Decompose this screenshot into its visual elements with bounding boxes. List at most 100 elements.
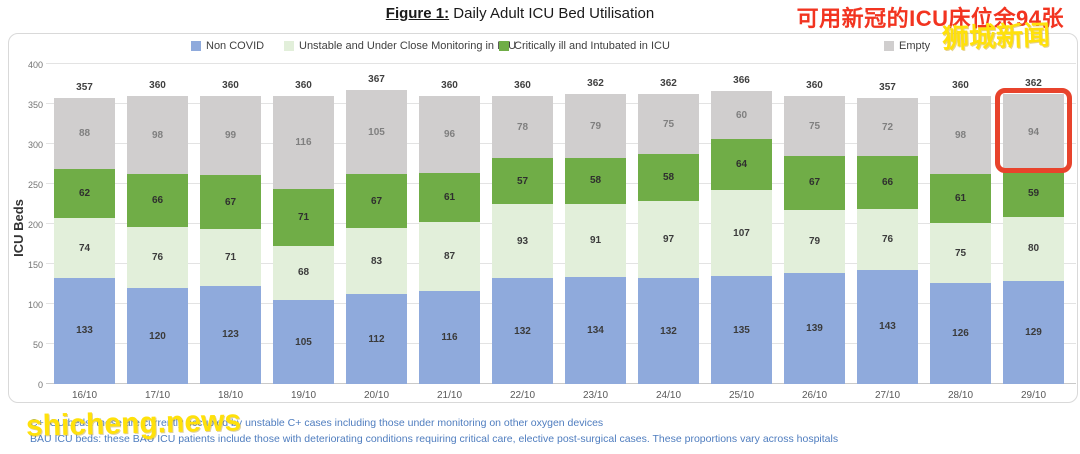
bar-segment-unstable-and-under-close-monitoring-in-icu: 97	[638, 200, 699, 279]
bar-segment-critically-ill-and-intubated-in-icu: 67	[346, 174, 407, 229]
bar-segment-unstable-and-under-close-monitoring-in-icu: 83	[346, 228, 407, 295]
bar-stack: 133 74 62 88 357	[54, 82, 115, 384]
bar-segment-critically-ill-and-intubated-in-icu: 64	[711, 139, 772, 191]
bar-stack: 105 68 71 116 360	[273, 80, 334, 384]
bar-total-label: 360	[222, 80, 239, 92]
bar-22-10: 132 93 57 78 360 22/10	[492, 64, 553, 401]
bar-segment-empty: 88	[54, 98, 115, 169]
bar-20-10: 112 83 67 105 367 20/10	[346, 64, 407, 401]
x-axis-label-21-10: 21/10	[436, 390, 463, 401]
bar-segment-unstable-and-under-close-monitoring-in-icu: 76	[857, 208, 918, 270]
legend-label: Critically ill and Intubated in ICU	[514, 40, 670, 52]
x-axis-label-16-10: 16/10	[71, 390, 98, 401]
legend-swatch-icon	[191, 41, 201, 51]
bar-segment-empty: 94	[995, 88, 1072, 173]
gridline-50	[46, 343, 1076, 344]
x-axis-label-24-10: 24/10	[655, 390, 682, 401]
bar-total-label: 360	[295, 80, 312, 92]
bar-segment-unstable-and-under-close-monitoring-in-icu: 75	[930, 223, 991, 284]
legend-swatch-icon	[884, 41, 894, 51]
x-axis-label-17-10: 17/10	[144, 390, 171, 401]
bar-stack: 116 87 61 96 360	[419, 80, 480, 384]
bar-total-label: 362	[1025, 78, 1042, 90]
bar-18-10: 123 71 67 99 360 18/10	[200, 64, 261, 401]
bar-total-label: 360	[806, 80, 823, 92]
bar-total-label: 360	[441, 80, 458, 92]
gridline-200	[46, 223, 1076, 224]
bar-segment-non-covid: 112	[346, 294, 407, 384]
bar-stack: 143 76 66 72 357	[857, 82, 918, 384]
x-axis-label-23-10: 23/10	[582, 390, 609, 401]
bar-segment-non-covid: 105	[273, 300, 334, 384]
bar-26-10: 139 79 67 75 360 26/10	[784, 64, 845, 401]
bar-stack: 135 107 64 60 366	[711, 75, 772, 384]
bar-segment-critically-ill-and-intubated-in-icu: 58	[565, 157, 626, 205]
bar-segment-empty: 99	[200, 96, 261, 176]
bar-segment-critically-ill-and-intubated-in-icu: 61	[930, 174, 991, 224]
bar-segment-critically-ill-and-intubated-in-icu: 57	[492, 158, 553, 205]
bar-total-label: 360	[149, 80, 166, 92]
x-axis-label-19-10: 19/10	[290, 390, 317, 401]
watermark-top: 狮城新闻	[941, 20, 1051, 54]
bar-stack: 126 75 61 98 360	[930, 80, 991, 384]
red-annotation: 可用新冠的ICU床位余94张	[796, 6, 1064, 31]
footnote-line-1: C+ ICU beds: these are currently occupie…	[30, 417, 604, 429]
bar-29-10: 129 80 59 94 362 29/10	[995, 64, 1072, 401]
bar-segment-critically-ill-and-intubated-in-icu: 59	[1003, 169, 1064, 217]
gridline-300	[46, 143, 1076, 144]
legend-item-non-covid: Non COVID	[191, 40, 264, 52]
bar-segment-unstable-and-under-close-monitoring-in-icu: 91	[565, 204, 626, 277]
legend-swatch-icon	[284, 41, 294, 51]
bar-stack: 120 76 66 98 360	[127, 80, 188, 384]
bar-total-label: 360	[514, 80, 531, 92]
legend-item-empty: Empty	[884, 40, 930, 52]
legend-swatch-icon	[499, 41, 509, 51]
y-tick-label-50: 50	[32, 340, 43, 350]
gridline-150	[46, 263, 1076, 264]
bar-segment-empty: 60	[711, 91, 772, 140]
plot-area: 133 74 62 88 357 16/10 120 76 66 98 360 17/10 123 71 6…	[46, 63, 1076, 401]
bar-stack: 139 79 67 75 360	[784, 80, 845, 384]
bar-23-10: 134 91 58 79 362 23/10	[565, 64, 626, 401]
legend-item-unstable-and-under-close-monitoring-in-icu: Unstable and Under Close Monitoring in I…	[284, 40, 516, 52]
bar-segment-empty: 96	[419, 96, 480, 173]
y-tick-label-0: 0	[37, 380, 43, 390]
x-axis-label-25-10: 25/10	[728, 390, 755, 401]
bar-segment-critically-ill-and-intubated-in-icu: 61	[419, 172, 480, 222]
bar-stack: 134 91 58 79 362	[565, 78, 626, 384]
bar-total-label: 367	[368, 74, 385, 86]
chart-title-text: Daily Adult ICU Bed Utilisation	[449, 5, 655, 22]
bar-segment-empty: 116	[273, 96, 334, 189]
bar-total-label: 366	[733, 75, 750, 87]
bar-segment-empty: 79	[565, 94, 626, 158]
x-axis-label-20-10: 20/10	[363, 390, 390, 401]
bar-stack: 129 80 59 94 362	[995, 78, 1072, 384]
bar-segment-empty: 98	[127, 96, 188, 175]
bars-container: 133 74 62 88 357 16/10 120 76 66 98 360 17/10 123 71 6…	[54, 64, 1072, 401]
bar-segment-unstable-and-under-close-monitoring-in-icu: 74	[54, 218, 115, 278]
gridline-350	[46, 103, 1076, 104]
gridline-400	[46, 63, 1076, 64]
y-tick-label-250: 250	[27, 180, 43, 190]
y-tick-label-350: 350	[27, 100, 43, 110]
x-axis-label-26-10: 26/10	[801, 390, 828, 401]
bar-segment-unstable-and-under-close-monitoring-in-icu: 107	[711, 190, 772, 276]
bar-segment-non-covid: 123	[200, 285, 261, 384]
bar-19-10: 105 68 71 116 360 19/10	[273, 64, 334, 401]
y-tick-label-400: 400	[27, 60, 43, 70]
bar-28-10: 126 75 61 98 360 28/10	[930, 64, 991, 401]
bar-stack: 112 83 67 105 367	[346, 74, 407, 384]
gridline-100	[46, 303, 1076, 304]
bar-segment-unstable-and-under-close-monitoring-in-icu: 79	[784, 209, 845, 273]
y-tick-label-150: 150	[27, 260, 43, 270]
bar-stack: 123 71 67 99 360	[200, 80, 261, 384]
bar-segment-empty: 78	[492, 96, 553, 159]
bar-segment-unstable-and-under-close-monitoring-in-icu: 76	[127, 227, 188, 288]
bar-segment-non-covid: 120	[127, 288, 188, 384]
bar-segment-non-covid: 143	[857, 269, 918, 384]
bar-total-label: 362	[660, 78, 677, 90]
bar-segment-critically-ill-and-intubated-in-icu: 62	[54, 168, 115, 219]
highlight-box	[995, 88, 1072, 173]
gridline-0	[46, 383, 1076, 384]
